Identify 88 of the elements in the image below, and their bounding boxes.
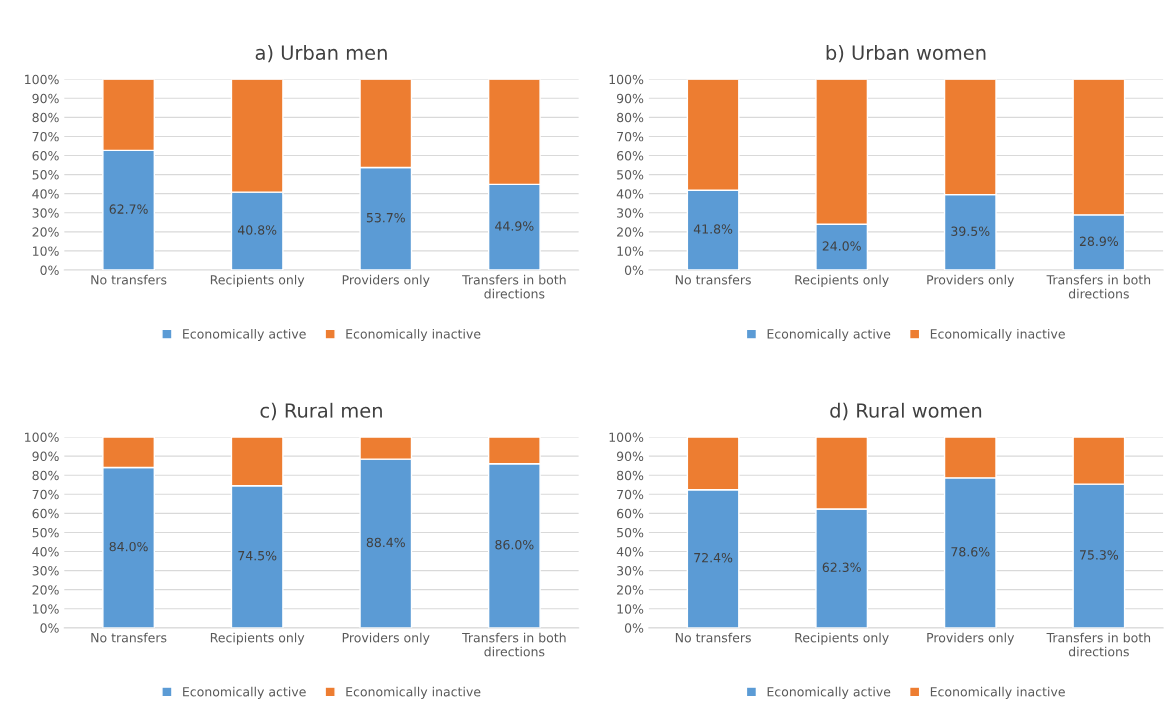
data-label: 39.5% <box>951 226 990 236</box>
legend-label: Economically active <box>183 328 306 342</box>
legend-label: Economically inactive <box>346 686 481 699</box>
y-tick-label: 70% <box>32 489 59 500</box>
x-tick-label: Transfers in both directions <box>462 274 566 299</box>
y-tick-label: 80% <box>617 470 644 481</box>
chart-title: b) Urban women <box>826 44 986 63</box>
y-tick-label: 20% <box>617 585 644 595</box>
y-tick-label: 100% <box>609 74 644 85</box>
data-label: 24.0% <box>822 241 861 251</box>
y-tick-label: 100% <box>609 432 644 442</box>
legend-label: Economically active <box>767 686 891 699</box>
y-tick-label: 30% <box>617 566 644 576</box>
x-tick-label: Recipients only <box>210 632 305 645</box>
y-tick-label: 60% <box>32 508 59 519</box>
y-tick-label: 40% <box>616 546 644 557</box>
y-tick-label: 30% <box>617 208 644 218</box>
x-tick-label: Providers only <box>342 632 430 645</box>
data-label: 84.0% <box>109 541 148 552</box>
data-label: 78.6% <box>951 547 990 557</box>
y-tick-label: 0% <box>40 265 59 275</box>
legend-label: Economically inactive <box>930 686 1065 699</box>
data-label: 44.9% <box>495 221 534 231</box>
x-tick-label: Recipients only <box>795 274 889 287</box>
data-label: 75.3% <box>1080 550 1119 560</box>
data-label: 40.8% <box>237 225 277 235</box>
data-label: 62.7% <box>109 204 148 214</box>
y-tick-label: 70% <box>617 131 644 142</box>
x-tick-label: Providers only <box>342 274 430 287</box>
legend-label: Economically inactive <box>346 328 481 342</box>
y-tick-label: 50% <box>617 527 644 538</box>
y-tick-label: 10% <box>617 246 644 256</box>
y-tick-label: 100% <box>25 74 59 85</box>
x-tick-label: Providers only <box>927 632 1015 645</box>
y-tick-label: 80% <box>617 112 644 123</box>
legend-label: Economically active <box>183 686 306 699</box>
x-tick-label: Recipients only <box>210 274 305 287</box>
y-tick-label: 50% <box>617 170 644 180</box>
y-tick-label: 20% <box>32 227 59 237</box>
y-tick-label: 10% <box>33 604 59 614</box>
x-tick-label: Transfers in both directions <box>1046 632 1151 657</box>
chart-title: d) Rural women <box>830 402 982 421</box>
y-tick-label: 50% <box>32 527 59 538</box>
y-tick-label: 0% <box>40 623 59 633</box>
y-tick-label: 40% <box>616 189 644 199</box>
x-tick-label: Recipients only <box>795 632 889 645</box>
data-label: 53.7% <box>366 212 405 223</box>
y-tick-label: 40% <box>32 189 59 199</box>
y-tick-label: 0% <box>624 265 644 275</box>
y-tick-label: 30% <box>32 566 59 576</box>
y-tick-label: 40% <box>32 546 59 557</box>
y-tick-label: 70% <box>32 131 59 142</box>
data-label: 72.4% <box>694 552 733 563</box>
data-label: 88.4% <box>366 537 405 548</box>
data-label: 28.9% <box>1079 236 1119 247</box>
y-tick-label: 60% <box>32 150 59 161</box>
y-tick-label: 70% <box>617 489 644 500</box>
x-tick-label: Transfers in both directions <box>462 632 566 657</box>
y-tick-label: 20% <box>617 227 644 237</box>
y-tick-label: 60% <box>617 508 644 519</box>
y-tick-label: 80% <box>32 112 59 123</box>
x-tick-label: Providers only <box>927 274 1015 287</box>
y-tick-label: 100% <box>25 432 59 442</box>
data-label: 74.5% <box>238 550 277 561</box>
x-tick-label: No transfers <box>91 274 167 285</box>
y-tick-label: 90% <box>32 93 59 104</box>
y-tick-label: 50% <box>32 170 59 180</box>
legend-label: Economically active <box>767 328 891 342</box>
data-label: 41.8% <box>693 224 733 234</box>
x-tick-label: No transfers <box>91 632 167 643</box>
y-tick-label: 10% <box>617 604 644 614</box>
x-tick-label: No transfers <box>675 632 751 643</box>
data-label: 62.3% <box>822 562 861 573</box>
y-tick-label: 0% <box>624 623 644 633</box>
y-tick-label: 60% <box>617 150 644 161</box>
y-tick-label: 10% <box>33 246 59 256</box>
chart-title: a) Urban men <box>255 44 387 63</box>
y-tick-label: 20% <box>32 585 59 595</box>
x-tick-label: No transfers <box>675 274 751 285</box>
y-tick-label: 90% <box>616 451 644 462</box>
y-tick-label: 30% <box>32 208 59 218</box>
x-tick-label: Transfers in both directions <box>1046 274 1151 299</box>
chart-title: c) Rural men <box>260 402 382 421</box>
y-tick-label: 90% <box>32 451 59 462</box>
legend-label: Economically inactive <box>930 328 1065 342</box>
y-tick-label: 90% <box>616 93 644 104</box>
data-label: 86.0% <box>495 539 534 550</box>
y-tick-label: 80% <box>32 470 59 481</box>
